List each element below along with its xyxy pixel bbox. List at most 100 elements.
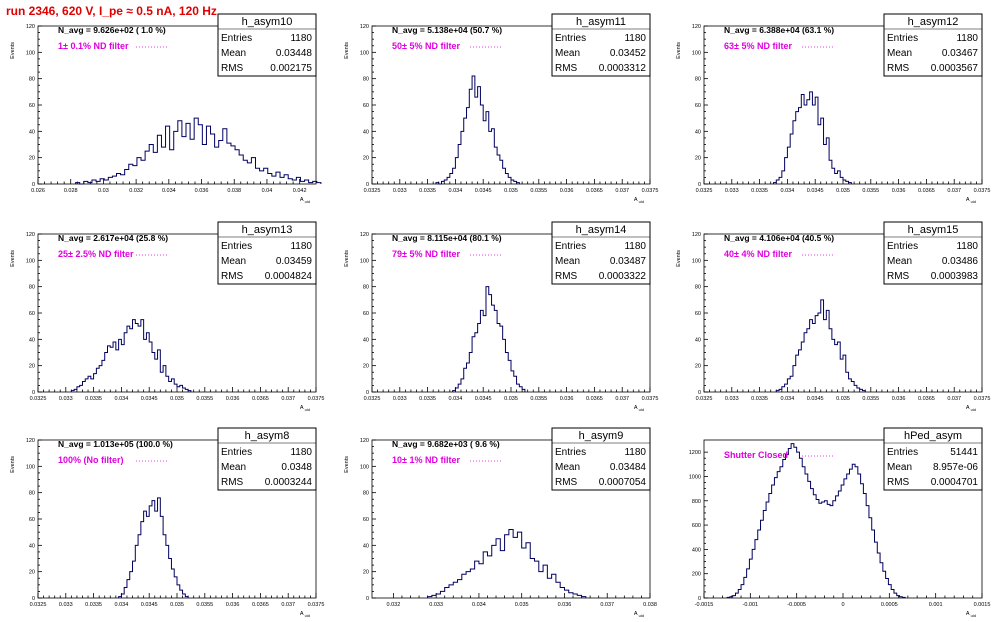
x-axis-label: A uid bbox=[634, 611, 644, 618]
stats-value: 0.03487 bbox=[610, 256, 647, 267]
stats-box bbox=[217, 427, 317, 491]
stats-title: h_asym8 bbox=[245, 430, 290, 442]
y-tick-label: 40 bbox=[695, 337, 701, 343]
y-tick-label: 200 bbox=[692, 572, 701, 578]
stats-value: 0.03467 bbox=[942, 48, 979, 59]
x-axis-label: A uid bbox=[966, 405, 976, 412]
y-tick-label: 0 bbox=[366, 596, 369, 602]
y-tick-label: 20 bbox=[363, 570, 369, 576]
x-tick-label: -0.001 bbox=[743, 602, 759, 608]
y-tick-label: 80 bbox=[363, 285, 369, 291]
stats-key: Entries bbox=[221, 447, 252, 458]
x-tick-label: 0 bbox=[841, 602, 844, 608]
y-tick-label: 400 bbox=[692, 547, 701, 553]
y-tick-label: 0 bbox=[366, 390, 369, 396]
x-tick-label: 0.036 bbox=[892, 188, 906, 194]
stats-key: RMS bbox=[221, 271, 244, 282]
stats-key: Entries bbox=[887, 33, 918, 44]
x-tick-label: 0.0325 bbox=[696, 396, 713, 402]
x-tick-label: 0.0355 bbox=[530, 188, 547, 194]
stats-value: 1180 bbox=[624, 33, 646, 44]
stats-value: 1180 bbox=[290, 33, 312, 44]
stats-box bbox=[551, 427, 651, 491]
histogram-svg: 0 200 400 600 800 1000 1200 -0.0015 -0.001 -0.000… bbox=[689, 427, 990, 618]
stats-value: 1180 bbox=[624, 241, 646, 252]
x-tick-label: 0.035 bbox=[515, 602, 529, 608]
x-tick-label: 0.033 bbox=[59, 396, 73, 402]
x-tick-label: 0.0355 bbox=[196, 396, 213, 402]
stats-key: Entries bbox=[555, 447, 586, 458]
stats-value: 0.0348 bbox=[281, 462, 312, 473]
x-tick-label: 0.034 bbox=[449, 396, 463, 402]
x-tick-label: 0.033 bbox=[393, 188, 407, 194]
stats-title: h_asym15 bbox=[908, 224, 959, 236]
stats-title: hPed_asym bbox=[904, 430, 962, 442]
y-tick-label: 40 bbox=[363, 543, 369, 549]
x-axis-label: A uid bbox=[634, 405, 644, 412]
filter-label: 25± 2.5% ND filter bbox=[58, 249, 134, 259]
x-tick-label: -0.0005 bbox=[787, 602, 806, 608]
x-tick-label: 0.033 bbox=[725, 396, 739, 402]
x-tick-label: 0.0345 bbox=[807, 188, 824, 194]
x-tick-label: 0.036 bbox=[560, 396, 574, 402]
x-tick-label: 0.036 bbox=[226, 602, 240, 608]
y-tick-label: 40 bbox=[363, 129, 369, 135]
stats-key: Entries bbox=[221, 241, 252, 252]
stats-value: 0.03484 bbox=[610, 462, 647, 473]
stats-value: 1180 bbox=[956, 33, 978, 44]
x-tick-label: 0.0335 bbox=[751, 188, 768, 194]
y-tick-label: 20 bbox=[363, 364, 369, 370]
y-axis-label: Events bbox=[10, 250, 16, 267]
n-avg-label: N_avg = 1.013e+05 (100.0 %) bbox=[58, 439, 173, 449]
y-tick-label: 0 bbox=[32, 390, 35, 396]
y-tick-label: 120 bbox=[360, 438, 369, 444]
stats-box bbox=[217, 221, 317, 285]
x-tick-label: 0.036 bbox=[892, 396, 906, 402]
y-tick-label: 80 bbox=[29, 77, 35, 83]
y-tick-label: 80 bbox=[363, 77, 369, 83]
stats-title: h_asym10 bbox=[242, 16, 293, 28]
y-tick-label: 100 bbox=[692, 258, 701, 264]
y-tick-label: 120 bbox=[26, 232, 35, 238]
filter-label: Shutter Closed bbox=[724, 450, 788, 460]
x-tick-label: 0.0325 bbox=[364, 396, 381, 402]
y-tick-label: 0 bbox=[32, 596, 35, 602]
y-tick-label: 20 bbox=[29, 570, 35, 576]
x-tick-label: 0.032 bbox=[129, 188, 143, 194]
x-tick-label: 0.037 bbox=[281, 602, 295, 608]
x-tick-label: 0.028 bbox=[64, 188, 78, 194]
histogram-pad-h_asym15: 0 20 40 60 80 100 120 0.0325 0.033 0.0335 0.034 0.0… bbox=[672, 221, 992, 416]
y-tick-label: 60 bbox=[29, 517, 35, 523]
x-tick-label: 0.0335 bbox=[419, 188, 436, 194]
stats-value: 1180 bbox=[956, 241, 978, 252]
stats-value: 0.03486 bbox=[942, 256, 979, 267]
x-tick-label: 0.035 bbox=[170, 396, 184, 402]
n-avg-label: N_avg = 5.138e+04 (50.7 %) bbox=[392, 25, 502, 35]
y-axis-label: Events bbox=[676, 42, 682, 59]
stats-value: 0.0003322 bbox=[599, 271, 647, 282]
x-tick-label: 0.036 bbox=[558, 602, 572, 608]
x-axis-label-sub: uid bbox=[304, 199, 310, 204]
histogram-pad-hPed_asym: 0 200 400 600 800 1000 1200 -0.0015 -0.001 -0.000… bbox=[672, 427, 992, 622]
x-tick-label: 0.0375 bbox=[642, 188, 659, 194]
y-tick-label: 1000 bbox=[689, 474, 701, 480]
y-tick-label: 100 bbox=[26, 50, 35, 56]
stats-value: 0.0003312 bbox=[599, 63, 647, 74]
stats-value: 0.03452 bbox=[610, 48, 647, 59]
histogram-line bbox=[726, 443, 906, 598]
stats-key: Mean bbox=[555, 48, 580, 59]
x-tick-label: 0.0345 bbox=[141, 602, 158, 608]
x-axis-label: A uid bbox=[300, 405, 310, 412]
y-tick-label: 120 bbox=[26, 24, 35, 30]
stats-title: h_asym13 bbox=[242, 224, 293, 236]
stats-value: 0.002175 bbox=[270, 63, 312, 74]
x-tick-label: 0.034 bbox=[781, 396, 795, 402]
x-tick-label: 0.037 bbox=[281, 396, 295, 402]
x-tick-label: 0.033 bbox=[59, 602, 73, 608]
x-tick-label: 0.0325 bbox=[30, 602, 47, 608]
y-tick-label: 80 bbox=[29, 491, 35, 497]
stats-key: Entries bbox=[887, 447, 918, 458]
y-tick-label: 80 bbox=[363, 491, 369, 497]
stats-title: h_asym12 bbox=[908, 16, 959, 28]
x-tick-label: 0.0355 bbox=[862, 396, 879, 402]
